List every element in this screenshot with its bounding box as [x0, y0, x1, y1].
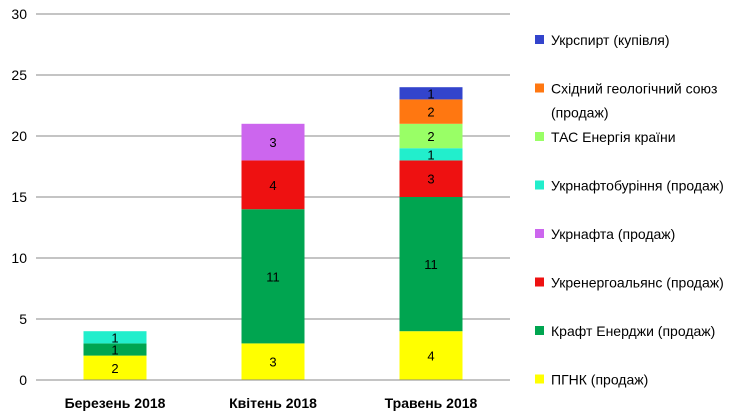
bar-segment	[241, 209, 305, 344]
bar-segment	[399, 160, 463, 197]
data-label: 2	[427, 105, 434, 120]
x-category-label: Травень 2018	[385, 395, 478, 411]
bar-segment	[399, 331, 463, 380]
y-tick-label: 15	[11, 189, 27, 205]
legend-label: Укрспирт (купівля)	[551, 32, 670, 48]
data-label: 11	[424, 257, 438, 272]
bar-segment	[399, 99, 463, 124]
x-category-label: Квітень 2018	[229, 395, 317, 411]
y-axis-ticks: 0 5 10 15 20 25 30	[11, 6, 27, 388]
bar-segment	[399, 148, 463, 161]
legend-swatch	[535, 277, 544, 287]
data-label: 4	[269, 178, 276, 193]
bar-segment	[83, 343, 147, 356]
bar-segment	[241, 160, 305, 210]
bar-segment	[399, 123, 463, 149]
data-label: 1	[427, 147, 434, 162]
data-label: 11	[266, 269, 280, 284]
data-label: 4	[427, 349, 434, 364]
x-axis-labels: Березень 2018 Квітень 2018 Травень 2018	[65, 395, 478, 411]
data-label: 3	[269, 355, 276, 370]
y-tick-label: 20	[11, 128, 27, 144]
y-tick-label: 30	[11, 6, 27, 22]
bar-segment	[399, 87, 463, 100]
data-label: 1	[111, 343, 118, 358]
legend-swatch	[535, 180, 544, 190]
y-tick-label: 0	[19, 372, 27, 388]
bar-segment	[83, 331, 147, 344]
bar-segment	[399, 197, 463, 332]
legend-label: Східний геологічний союз	[551, 81, 717, 97]
data-label: 1	[111, 330, 118, 345]
legend-swatch	[535, 326, 544, 335]
legend-swatch	[535, 132, 544, 141]
data-label: 3	[269, 135, 276, 150]
y-tick-label: 10	[11, 250, 27, 266]
y-tick-label: 5	[19, 311, 27, 327]
legend-swatch	[535, 35, 544, 44]
legend-swatch	[535, 229, 544, 238]
legend-swatch	[535, 374, 544, 384]
legend-label: ПГНК (продаж)	[551, 372, 648, 388]
data-label: 3	[427, 172, 434, 187]
bar-segment	[83, 355, 147, 380]
legend-label: Крафт Енерджи (продаж)	[551, 323, 715, 339]
data-label: 1	[427, 86, 434, 101]
legend-swatch	[535, 83, 544, 93]
legend-label: ТАС Енергія країни	[551, 129, 676, 145]
legend-label: Укрнафта (продаж)	[551, 226, 675, 242]
data-label: 2	[111, 361, 118, 376]
legend-label: (продаж)	[551, 105, 609, 121]
x-category-label: Березень 2018	[65, 395, 166, 411]
legend-label: Укрнафтобуріння (продаж)	[551, 178, 724, 194]
bar-segment	[241, 123, 305, 161]
data-label: 2	[427, 129, 434, 144]
y-tick-label: 25	[11, 67, 27, 83]
legend-label: Укренергоальянс (продаж)	[551, 275, 724, 291]
bar-segment	[241, 343, 305, 380]
legend: Укрспирт (купівля) Східний геологічний со…	[535, 32, 724, 388]
